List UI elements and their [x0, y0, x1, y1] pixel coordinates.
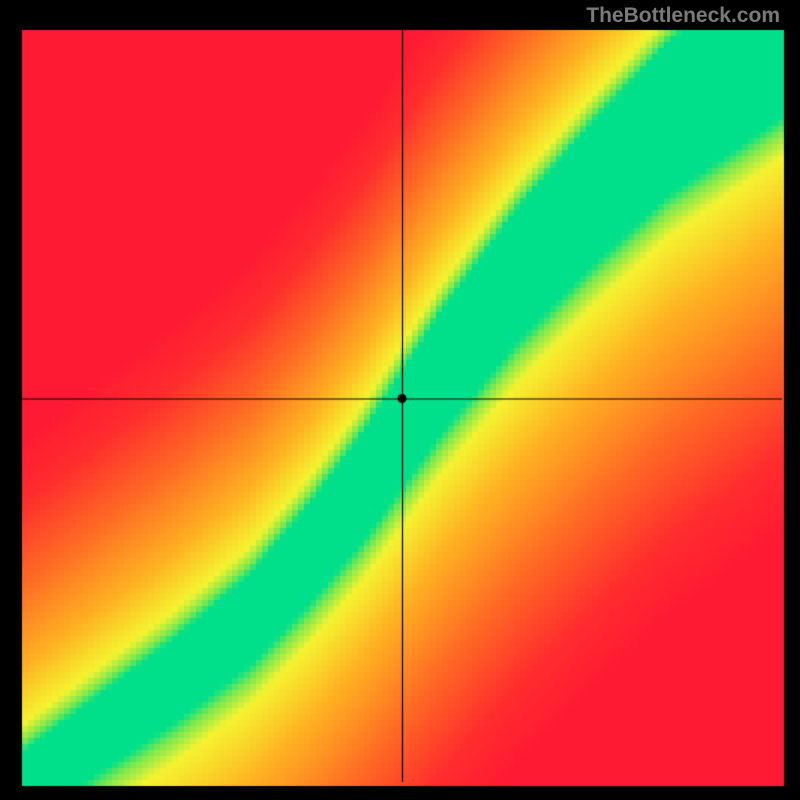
bottleneck-heatmap-canvas: [0, 0, 800, 800]
chart-container: TheBottleneck.com: [0, 0, 800, 800]
watermark-text: TheBottleneck.com: [586, 4, 780, 28]
